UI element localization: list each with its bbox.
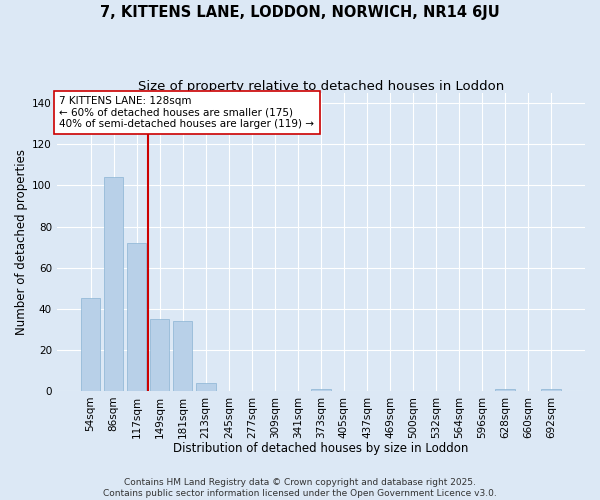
X-axis label: Distribution of detached houses by size in Loddon: Distribution of detached houses by size … (173, 442, 469, 455)
Bar (311, 389, 331, 391)
Bar (104, 177, 124, 391)
Text: Contains HM Land Registry data © Crown copyright and database right 2025.
Contai: Contains HM Land Registry data © Crown c… (103, 478, 497, 498)
Y-axis label: Number of detached properties: Number of detached properties (15, 149, 28, 335)
Text: 7, KITTENS LANE, LODDON, NORWICH, NR14 6JU: 7, KITTENS LANE, LODDON, NORWICH, NR14 6… (100, 5, 500, 20)
Title: Size of property relative to detached houses in Loddon: Size of property relative to detached ho… (138, 80, 504, 93)
Bar (496, 389, 515, 391)
Bar (196, 382, 215, 391)
Text: 7 KITTENS LANE: 128sqm
← 60% of detached houses are smaller (175)
40% of semi-de: 7 KITTENS LANE: 128sqm ← 60% of detached… (59, 96, 314, 129)
Bar (173, 321, 193, 391)
Bar (81, 298, 100, 391)
Bar (127, 243, 146, 391)
Bar (541, 389, 561, 391)
Bar (150, 319, 169, 391)
